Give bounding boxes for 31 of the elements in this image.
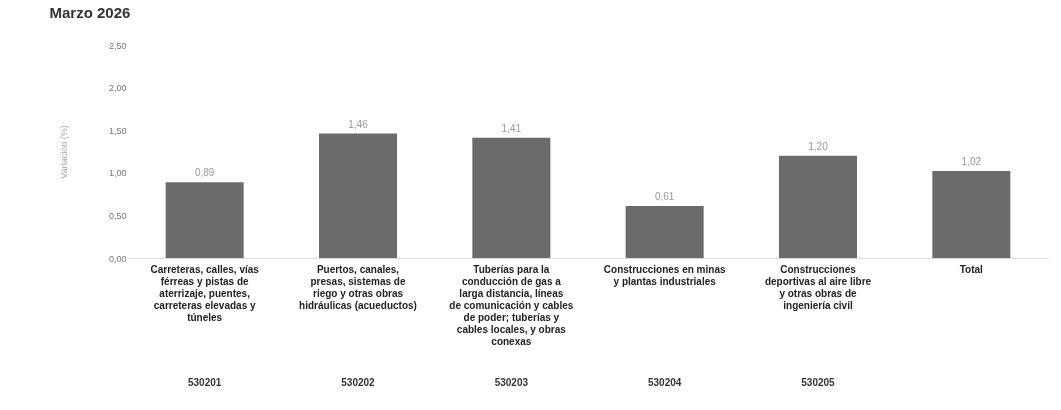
text: 530203 — [494, 377, 529, 388]
x-tick-label: Tuberías para la conducción de gas a larga distancia, líneas de comunicación y cables de poder; tuberías y cables locales, y obras conexas — [449, 263, 574, 347]
data-label: 1,20 — [808, 140, 829, 152]
bar — [165, 182, 244, 258]
data-label: 0,61 — [654, 191, 675, 203]
data-label: 1,02 — [961, 156, 982, 168]
bar — [319, 133, 397, 258]
x-tick-label: Construcciones en minas y plantas industriales — [603, 263, 726, 287]
y-tick-label: 0,50 — [108, 210, 127, 221]
y-tick-label: 2,50 — [108, 40, 127, 51]
y-tick-label: 1,50 — [108, 125, 127, 136]
y-tick-label: 2,00 — [108, 83, 127, 94]
data-label: 0,89 — [194, 167, 215, 179]
text: 530201 — [187, 377, 222, 388]
x-tick-label: Puertos, canales, presas, sistemas de riego y otras obras hidráulicas (acueductos) — [299, 263, 417, 311]
text: 530204 — [647, 377, 682, 388]
bar — [932, 171, 1011, 258]
y-tick-label: 0,00 — [108, 253, 127, 264]
text: 530205 — [801, 377, 836, 388]
chart-title: Marzo 2026 — [49, 4, 131, 21]
data-label: 1,41 — [501, 122, 522, 134]
x-tick-label: Construcciones deportivas al aire libre y otras obras de ingeniería civil — [764, 263, 872, 311]
x-tick-label: Carreteras, calles, vías férreas y pistas de aterrizaje, puentes, carreteras elevadas y túneles — [150, 263, 260, 323]
bar — [472, 137, 551, 258]
text: 530202 — [341, 377, 376, 388]
bar — [779, 155, 857, 258]
data-label: 1,46 — [348, 118, 369, 130]
x-tick-label: Total — [959, 263, 984, 275]
bar — [625, 206, 704, 258]
y-axis-title: Variación (%) — [58, 125, 69, 179]
y-tick-label: 1,00 — [108, 168, 127, 179]
